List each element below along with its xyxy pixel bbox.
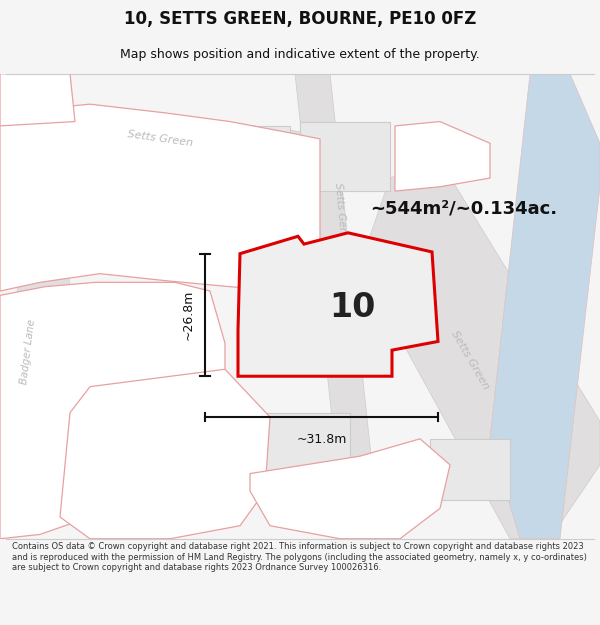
Polygon shape	[295, 74, 380, 539]
Polygon shape	[360, 161, 600, 539]
Polygon shape	[300, 121, 390, 191]
Polygon shape	[238, 232, 438, 376]
Text: Badger Lane: Badger Lane	[19, 319, 37, 385]
Polygon shape	[70, 308, 170, 382]
Polygon shape	[0, 74, 75, 126]
Polygon shape	[260, 412, 350, 474]
Text: ~31.8m: ~31.8m	[296, 432, 347, 446]
Polygon shape	[395, 121, 490, 191]
Text: Setts Green: Setts Green	[449, 329, 491, 392]
Text: Contains OS data © Crown copyright and database right 2021. This information is : Contains OS data © Crown copyright and d…	[12, 542, 587, 572]
Polygon shape	[240, 126, 290, 165]
Text: 10: 10	[329, 291, 375, 324]
Text: Map shows position and indicative extent of the property.: Map shows position and indicative extent…	[120, 48, 480, 61]
Polygon shape	[60, 369, 270, 539]
Polygon shape	[165, 126, 230, 165]
Text: ~26.8m: ~26.8m	[182, 290, 195, 340]
Polygon shape	[0, 282, 225, 539]
Text: ~544m²/~0.134ac.: ~544m²/~0.134ac.	[370, 199, 557, 217]
Text: Setts Green: Setts Green	[127, 129, 193, 149]
Text: 10, SETTS GREEN, BOURNE, PE10 0FZ: 10, SETTS GREEN, BOURNE, PE10 0FZ	[124, 10, 476, 28]
Polygon shape	[250, 439, 450, 539]
Polygon shape	[0, 118, 320, 161]
Polygon shape	[430, 439, 510, 499]
Polygon shape	[0, 104, 320, 291]
Text: Setts Gen: Setts Gen	[333, 182, 347, 234]
Polygon shape	[80, 200, 175, 269]
Polygon shape	[75, 121, 155, 169]
Polygon shape	[10, 239, 80, 439]
Polygon shape	[490, 74, 600, 539]
Polygon shape	[185, 209, 250, 269]
